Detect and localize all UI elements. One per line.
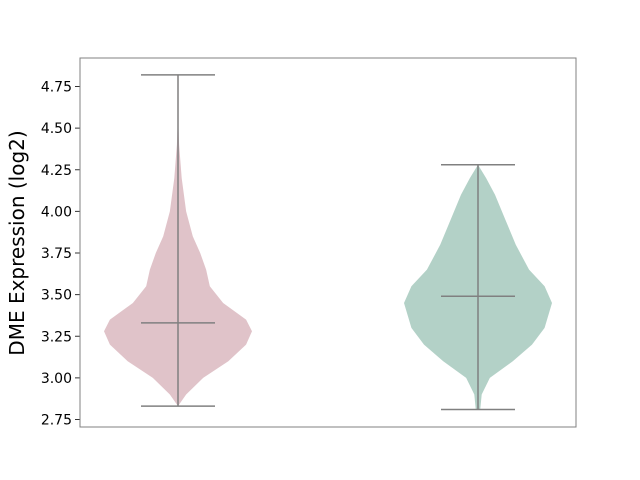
- y-tick-label: 3.25: [41, 329, 72, 345]
- y-tick-label: 4.75: [41, 80, 72, 96]
- y-tick-label: 4.50: [41, 121, 72, 137]
- plot-frame: [79, 57, 577, 428]
- y-tick-label: 3.75: [41, 246, 72, 262]
- y-tick-label: 3.00: [41, 371, 72, 387]
- y-axis-label: DME Expression (log2): [5, 130, 29, 355]
- y-tick-label: 2.75: [41, 413, 72, 429]
- y-tick-label: 4.00: [41, 204, 72, 220]
- y-tick-label: 3.50: [41, 288, 72, 304]
- y-tick-label: 4.25: [41, 163, 72, 179]
